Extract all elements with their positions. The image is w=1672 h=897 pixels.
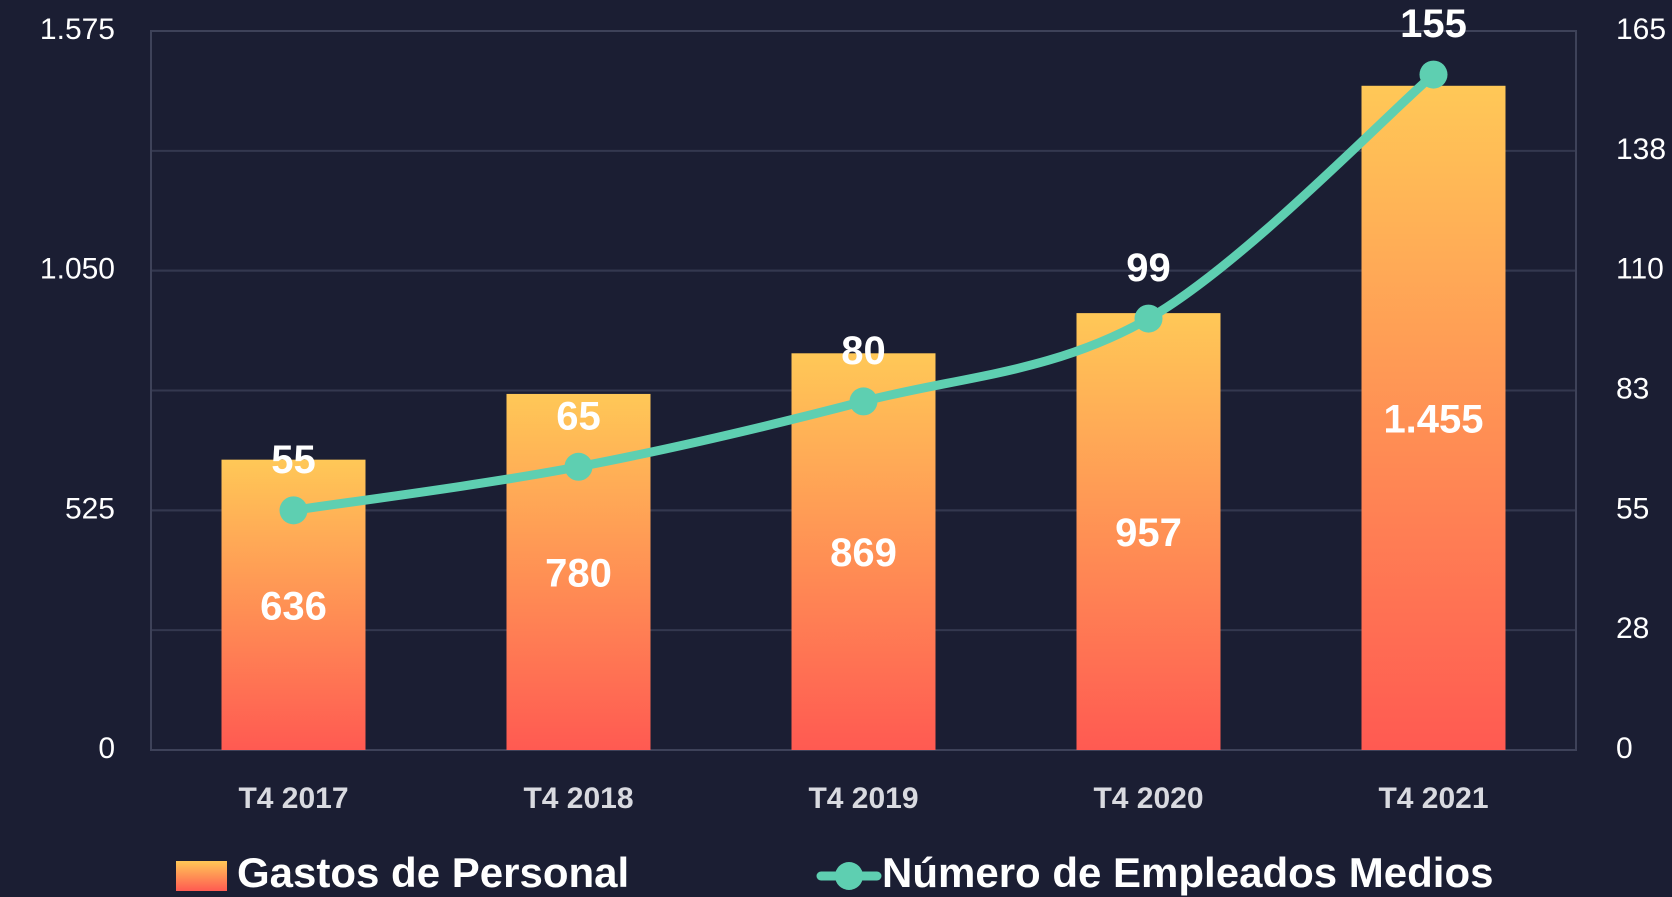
line-point — [564, 452, 593, 481]
y2-tick-label: 83 — [1616, 372, 1649, 405]
y2-tick-label: 110 — [1616, 253, 1664, 286]
legend-swatch — [176, 861, 227, 891]
bar-value-label: 636 — [260, 584, 327, 628]
line-point — [1419, 60, 1448, 89]
bar — [1076, 313, 1221, 750]
line-point — [1134, 304, 1163, 333]
y2-tick-label: 138 — [1616, 133, 1666, 166]
line-value-label: 155 — [1400, 2, 1467, 46]
legend-label: Número de Empleados Medios — [882, 849, 1493, 896]
line-value-label: 80 — [841, 329, 886, 373]
line-point — [279, 496, 308, 525]
y2-tick-label: 0 — [1616, 732, 1633, 765]
bar — [1361, 85, 1506, 751]
y2-tick-label: 28 — [1616, 612, 1649, 645]
y2-tick-label: 55 — [1616, 492, 1649, 525]
bar-value-label: 780 — [545, 552, 612, 596]
x-tick-label: T4 2020 — [1093, 782, 1203, 815]
y-tick-label: 1.050 — [40, 253, 115, 286]
bar-value-label: 957 — [1115, 511, 1182, 555]
line-value-label: 99 — [1126, 246, 1171, 290]
y2-tick-label: 165 — [1616, 13, 1666, 46]
y-tick-label: 525 — [65, 492, 115, 525]
line-value-label: 55 — [271, 438, 316, 482]
x-tick-label: T4 2021 — [1378, 782, 1488, 815]
y-tick-label: 0 — [98, 732, 115, 765]
x-tick-label: T4 2018 — [523, 782, 633, 815]
x-tick-label: T4 2017 — [238, 782, 348, 815]
bar-value-label: 869 — [830, 531, 897, 575]
line-point — [849, 387, 878, 416]
bar — [791, 353, 936, 750]
x-tick-label: T4 2019 — [808, 782, 918, 815]
y-tick-label: 1.575 — [40, 13, 115, 46]
line-value-label: 65 — [556, 394, 601, 438]
legend-marker — [835, 862, 863, 890]
bar-value-label: 1.455 — [1383, 397, 1483, 441]
legend-label: Gastos de Personal — [237, 849, 629, 896]
